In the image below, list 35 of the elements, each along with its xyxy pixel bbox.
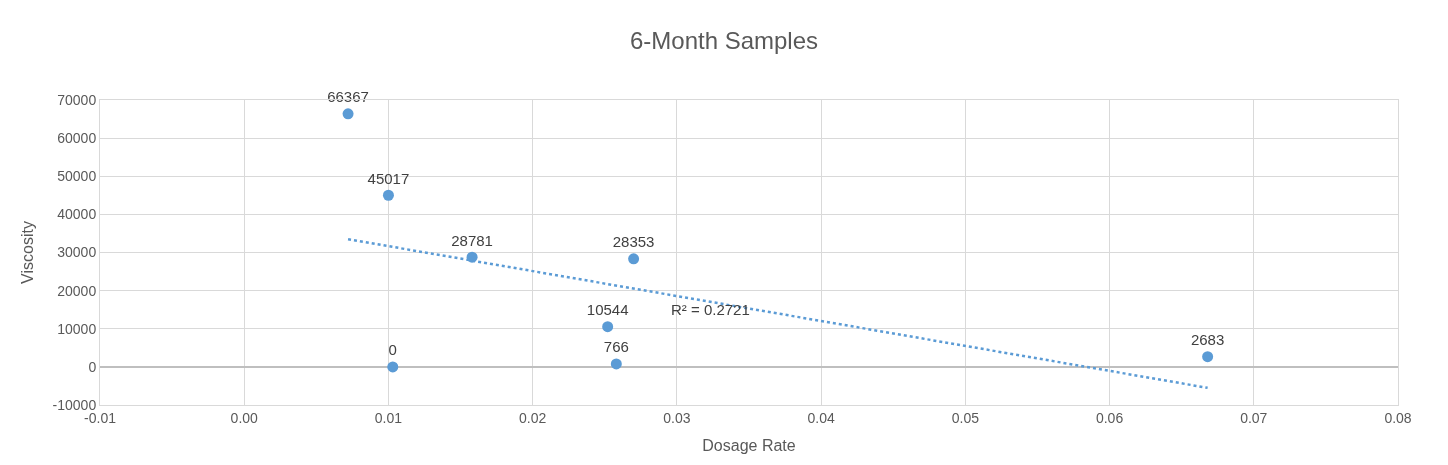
point	[387, 361, 399, 373]
data-label: 766	[603, 338, 629, 356]
y-tick-label: 0	[88, 358, 97, 375]
x-tick-label: 0.01	[374, 409, 403, 426]
x-tick-label: 0.06	[1095, 409, 1124, 426]
x-tick-label: 0.00	[230, 409, 259, 426]
y-tick-label: 10000	[57, 320, 97, 337]
x-tick-label: 0.04	[807, 409, 835, 426]
data-label: 28781	[451, 231, 493, 249]
x-tick-label: 0.07	[1240, 409, 1268, 426]
x-tick-label: 0.03	[663, 409, 691, 426]
x-tick-label: 0.08	[1384, 409, 1412, 426]
data-label: 0	[388, 341, 397, 359]
data-label: 45017	[367, 169, 410, 187]
y-tick-label: 30000	[57, 244, 97, 261]
x-tick-label: 0.05	[951, 409, 980, 426]
x-tick-label: 0.02	[519, 409, 547, 426]
data-label: 28353	[612, 233, 655, 251]
y-tick-label: 50000	[57, 168, 97, 185]
point	[628, 253, 640, 265]
y-tick-label: 40000	[57, 206, 97, 223]
point	[342, 108, 354, 120]
point	[382, 189, 394, 201]
y-tick-label: 60000	[57, 130, 97, 147]
point	[602, 321, 614, 333]
x-axis-title: Dosage Rate	[702, 437, 796, 455]
data-label: 10544	[586, 301, 629, 319]
data-label: 2683	[1190, 331, 1225, 349]
y-axis-title: Viscosity	[18, 221, 36, 284]
y-tick-label: 70000	[57, 91, 97, 108]
point	[1202, 351, 1214, 363]
chart-title: 6-Month Samples	[629, 27, 819, 55]
y-tick-label: 20000	[57, 282, 97, 299]
point	[610, 358, 622, 370]
annotation: R² = 0.2721	[671, 301, 750, 318]
